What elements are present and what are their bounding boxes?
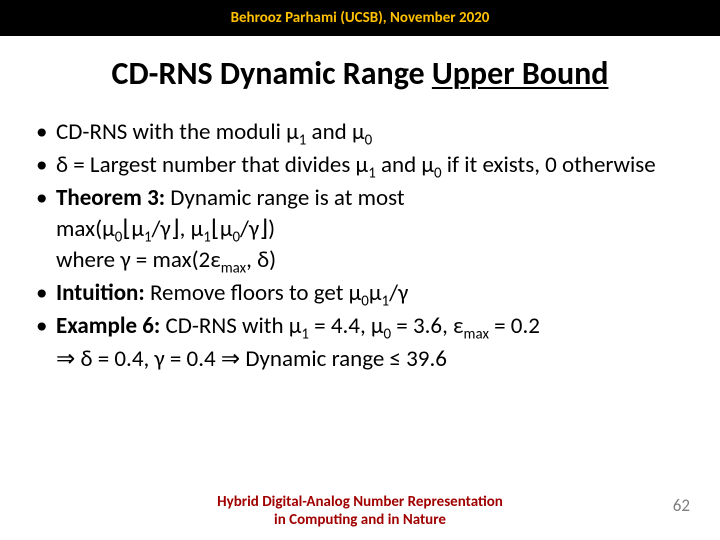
t: Intuition: — [56, 279, 145, 307]
title-plain: CD-RNS Dynamic Range — [112, 54, 432, 93]
t: , δ) — [246, 246, 276, 274]
t: CD-RNS with μ — [160, 312, 301, 340]
bullet-dot: • — [30, 311, 56, 342]
t: and μ — [376, 151, 434, 179]
sub: 1 — [382, 293, 390, 311]
t: if it exists, 0 otherwise — [442, 151, 656, 179]
sub: 0 — [434, 165, 442, 183]
bullet-4: • Intuition: Remove floors to get μ0μ1/γ — [30, 278, 690, 309]
t: /γ — [389, 279, 408, 307]
sub: 1 — [368, 165, 376, 183]
t: = 4.4, μ — [309, 312, 384, 340]
sub: 1 — [203, 229, 211, 247]
t: ⇒ δ = 0.4, γ = 0.4 ⇒ Dynamic range ≤ 39.… — [56, 345, 447, 373]
t: = 3.6, ε — [391, 312, 463, 340]
t: /γ⌋, μ — [152, 215, 204, 243]
sub: 0 — [365, 132, 373, 150]
bullet-2: • δ = Largest number that divides μ1 and… — [30, 150, 690, 181]
t: = 0.2 — [489, 312, 540, 340]
sub: 0 — [384, 326, 392, 344]
t: Example 6: — [56, 312, 160, 340]
t: Remove floors to get μ — [145, 279, 362, 307]
t: and μ — [306, 118, 364, 146]
bullet-5: • Example 6: CD-RNS with μ1 = 4.4, μ0 = … — [30, 311, 690, 342]
bullet-1-text: CD-RNS with the moduli μ1 and μ0 — [56, 117, 690, 148]
slide-title: CD-RNS Dynamic Range Upper Bound — [0, 54, 720, 93]
t: CD-RNS with the moduli μ — [56, 118, 299, 146]
bullet-5-text: Example 6: CD-RNS with μ1 = 4.4, μ0 = 3.… — [56, 311, 690, 342]
t: δ = Largest number that divides μ — [56, 151, 368, 179]
header-text: Behrooz Parhami (UCSB), November 2020 — [231, 9, 490, 27]
sub: 1 — [144, 229, 152, 247]
bullet-4-text: Intuition: Remove floors to get μ0μ1/γ — [56, 278, 690, 309]
t: /γ⌋) — [240, 215, 275, 243]
t: ⌊μ — [211, 215, 233, 243]
sub: 0 — [361, 293, 369, 311]
footer-text: Hybrid Digital-Analog Number Representat… — [217, 493, 503, 531]
footer-line-1: Hybrid Digital-Analog Number Representat… — [217, 493, 503, 511]
t: where γ = max(2ε — [56, 246, 221, 274]
sub: 1 — [301, 326, 309, 344]
bullet-3-text: Theorem 3: Dynamic range is at most max(… — [56, 183, 690, 276]
sub: 0 — [232, 229, 240, 247]
title-underlined: Upper Bound — [432, 54, 609, 93]
bullet-1: • CD-RNS with the moduli μ1 and μ0 — [30, 117, 690, 148]
t: Theorem 3: — [56, 184, 165, 212]
content-area: • CD-RNS with the moduli μ1 and μ0 • δ =… — [0, 117, 720, 375]
sub: max — [464, 326, 489, 344]
t: μ — [369, 279, 382, 307]
t: Dynamic range is at most — [165, 184, 405, 212]
bullet-5-line2: ⇒ δ = 0.4, γ = 0.4 ⇒ Dynamic range ≤ 39.… — [30, 344, 690, 375]
t: ⌊μ — [122, 215, 144, 243]
bullet-dot: • — [30, 150, 56, 181]
bullet-2-text: δ = Largest number that divides μ1 and μ… — [56, 150, 690, 181]
bullet-3: • Theorem 3: Dynamic range is at most ma… — [30, 183, 690, 276]
header-bar: Behrooz Parhami (UCSB), November 2020 — [0, 0, 720, 36]
bullet-dot: • — [30, 117, 56, 148]
t: max(μ — [56, 215, 115, 243]
bullet-dot: • — [30, 183, 56, 276]
footer-line-2: in Computing and in Nature — [274, 511, 446, 529]
footer: Hybrid Digital-Analog Number Representat… — [0, 493, 720, 531]
sub: max — [221, 260, 246, 278]
bullet-dot: • — [30, 278, 56, 309]
page-number: 62 — [673, 495, 690, 516]
